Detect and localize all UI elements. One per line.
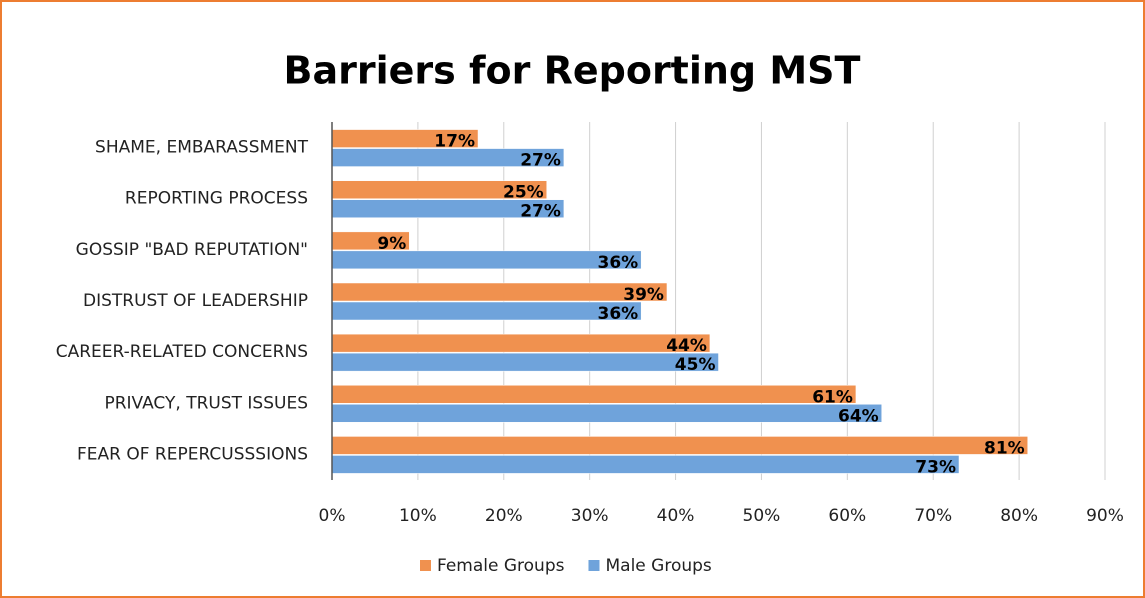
x-tick-label: 10%	[399, 506, 437, 526]
legend-label: Male Groups	[605, 556, 711, 576]
data-label: 39%	[623, 285, 664, 305]
data-label: 9%	[377, 234, 406, 254]
bar	[331, 436, 1028, 455]
x-tick-label: 70%	[914, 506, 952, 526]
x-tick-label: 30%	[571, 506, 609, 526]
data-label: 81%	[984, 438, 1025, 458]
data-label: 36%	[597, 253, 638, 273]
data-label: 27%	[520, 151, 561, 171]
bar	[331, 352, 719, 372]
data-label: 25%	[503, 183, 544, 203]
y-tick-label: PRIVACY, TRUST ISSUES	[104, 393, 308, 413]
y-tick-label: GOSSIP "BAD REPUTATION"	[76, 240, 308, 260]
y-tick-label: CAREER-RELATED CONCERNS	[56, 342, 308, 362]
y-tick-label: FEAR OF REPERCUSSSIONS	[77, 444, 308, 464]
x-tick-label: 50%	[743, 506, 781, 526]
x-tick-label: 20%	[485, 506, 523, 526]
data-label: 73%	[915, 457, 956, 477]
data-label: 64%	[838, 406, 879, 426]
data-label: 27%	[520, 202, 561, 222]
x-tick-label: 80%	[1000, 506, 1038, 526]
y-tick-label: SHAME, EMBARASSMENT	[95, 138, 309, 158]
data-label: 45%	[675, 355, 716, 375]
chart-title: Barriers for Reporting MST	[284, 49, 861, 93]
y-tick-label: REPORTING PROCESS	[125, 189, 308, 209]
x-tick-label: 60%	[828, 506, 866, 526]
bar	[331, 250, 642, 270]
bar	[331, 404, 882, 423]
x-tick-label: 90%	[1086, 506, 1124, 526]
legend-swatch	[420, 560, 431, 571]
data-label: 44%	[666, 336, 707, 356]
bar	[331, 333, 711, 353]
data-label: 36%	[597, 304, 638, 324]
bar	[331, 282, 668, 302]
legend-label: Female Groups	[437, 556, 565, 576]
data-label: 61%	[812, 387, 853, 407]
bar	[331, 385, 857, 404]
legend-swatch	[588, 560, 600, 571]
bar	[331, 301, 642, 321]
x-tick-label: 40%	[657, 506, 695, 526]
data-label: 17%	[434, 132, 475, 152]
bar	[331, 455, 960, 474]
x-tick-label: 0%	[319, 506, 346, 526]
y-tick-label: DISTRUST OF LEADERSHIP	[83, 291, 308, 311]
